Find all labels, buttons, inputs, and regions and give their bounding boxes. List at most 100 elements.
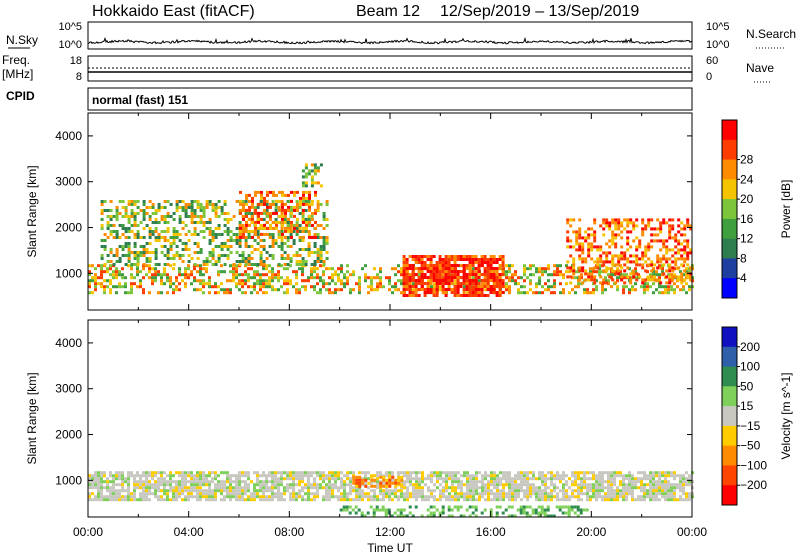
power-cell xyxy=(239,254,242,257)
power-cell xyxy=(635,263,638,266)
velocity-cell xyxy=(502,495,505,498)
power-cell xyxy=(155,227,158,230)
power-cell xyxy=(685,291,688,294)
power-cell xyxy=(566,245,569,248)
power-cell xyxy=(602,281,605,284)
velocity-cell xyxy=(580,483,583,486)
velocity-cell xyxy=(178,480,181,483)
velocity-cell xyxy=(172,474,175,477)
power-cell xyxy=(433,273,436,276)
velocity-cell xyxy=(112,486,115,489)
power-cell xyxy=(109,291,112,294)
power-cell xyxy=(490,288,493,291)
power-cell xyxy=(206,263,209,266)
power-cell xyxy=(299,197,302,200)
power-cell xyxy=(415,261,418,264)
velocity-cell xyxy=(154,471,157,474)
velocity-cell xyxy=(379,476,382,479)
power-cell xyxy=(611,236,614,239)
power-cell xyxy=(346,276,349,279)
power-cell xyxy=(472,270,475,273)
power-cell xyxy=(305,197,308,200)
power-cell xyxy=(197,242,200,245)
power-cell xyxy=(236,260,239,263)
power-cell xyxy=(677,248,680,251)
velocity-cell xyxy=(349,512,352,515)
velocity-cell xyxy=(346,495,349,498)
power-cell xyxy=(239,203,242,206)
power-cell xyxy=(484,258,487,261)
velocity-cell xyxy=(97,477,100,480)
power-cell xyxy=(430,267,433,270)
xtick-label: 04:00 xyxy=(174,525,204,539)
power-cell xyxy=(628,288,631,291)
power-cell xyxy=(632,239,635,242)
power-cell xyxy=(647,224,650,227)
velocity-cell xyxy=(400,495,403,498)
power-cell xyxy=(451,255,454,258)
velocity-cell xyxy=(643,489,646,492)
velocity-cell xyxy=(592,474,595,477)
power-cell xyxy=(508,264,511,267)
velocity-cell xyxy=(196,489,199,492)
velocity-cell xyxy=(358,498,361,501)
power-cell xyxy=(343,282,346,285)
power-cell xyxy=(194,230,197,233)
velocity-cell xyxy=(277,492,280,495)
velocity-cell xyxy=(421,492,424,495)
power-cell xyxy=(665,239,668,242)
velocity-cell xyxy=(415,480,418,483)
power-cell xyxy=(409,276,412,279)
power-cell xyxy=(587,248,590,251)
power-cell xyxy=(436,261,439,264)
power-cell xyxy=(496,267,499,270)
velocity-cell xyxy=(376,509,379,512)
power-cell xyxy=(302,200,305,203)
velocity-cell xyxy=(151,483,154,486)
velocity-cell xyxy=(445,474,448,477)
power-cell xyxy=(149,233,152,236)
power-cell xyxy=(643,291,646,294)
velocity-cell xyxy=(502,483,505,486)
power-cell xyxy=(635,272,638,275)
power-cell xyxy=(496,282,499,285)
power-cell xyxy=(148,264,151,267)
power-cell xyxy=(622,285,625,288)
velocity-cell xyxy=(235,495,238,498)
power-cell xyxy=(439,261,442,264)
velocity-cell xyxy=(316,495,319,498)
power-cell xyxy=(181,273,184,276)
velocity-cell xyxy=(670,474,673,477)
power-cell xyxy=(629,221,632,224)
velocity-cell xyxy=(622,480,625,483)
velocity-cell xyxy=(553,483,556,486)
velocity-cell xyxy=(508,477,511,480)
power-cell xyxy=(218,254,221,257)
power-cell xyxy=(143,254,146,257)
power-cell xyxy=(293,194,296,197)
power-cell xyxy=(134,221,137,224)
power-cell xyxy=(317,254,320,257)
velocity-cell xyxy=(388,492,391,495)
power-cell xyxy=(205,270,208,273)
power-cell xyxy=(244,273,247,276)
power-cell xyxy=(173,233,176,236)
velocity-cell xyxy=(220,489,223,492)
power-cell xyxy=(298,291,301,294)
velocity-cell xyxy=(526,492,529,495)
velocity-cell xyxy=(400,476,403,479)
power-cell xyxy=(230,218,233,221)
power-cell xyxy=(314,227,317,230)
velocity-cell xyxy=(316,471,319,474)
power-cell xyxy=(562,288,565,291)
power-cell xyxy=(259,285,262,288)
power-cell xyxy=(680,242,683,245)
power-cell xyxy=(169,279,172,282)
velocity-cell xyxy=(682,477,685,480)
velocity-cell xyxy=(103,498,106,501)
power-cell xyxy=(152,206,155,209)
power-cell xyxy=(302,215,305,218)
velocity-cell xyxy=(307,492,310,495)
power-cell xyxy=(296,251,299,254)
power-cell xyxy=(164,215,167,218)
